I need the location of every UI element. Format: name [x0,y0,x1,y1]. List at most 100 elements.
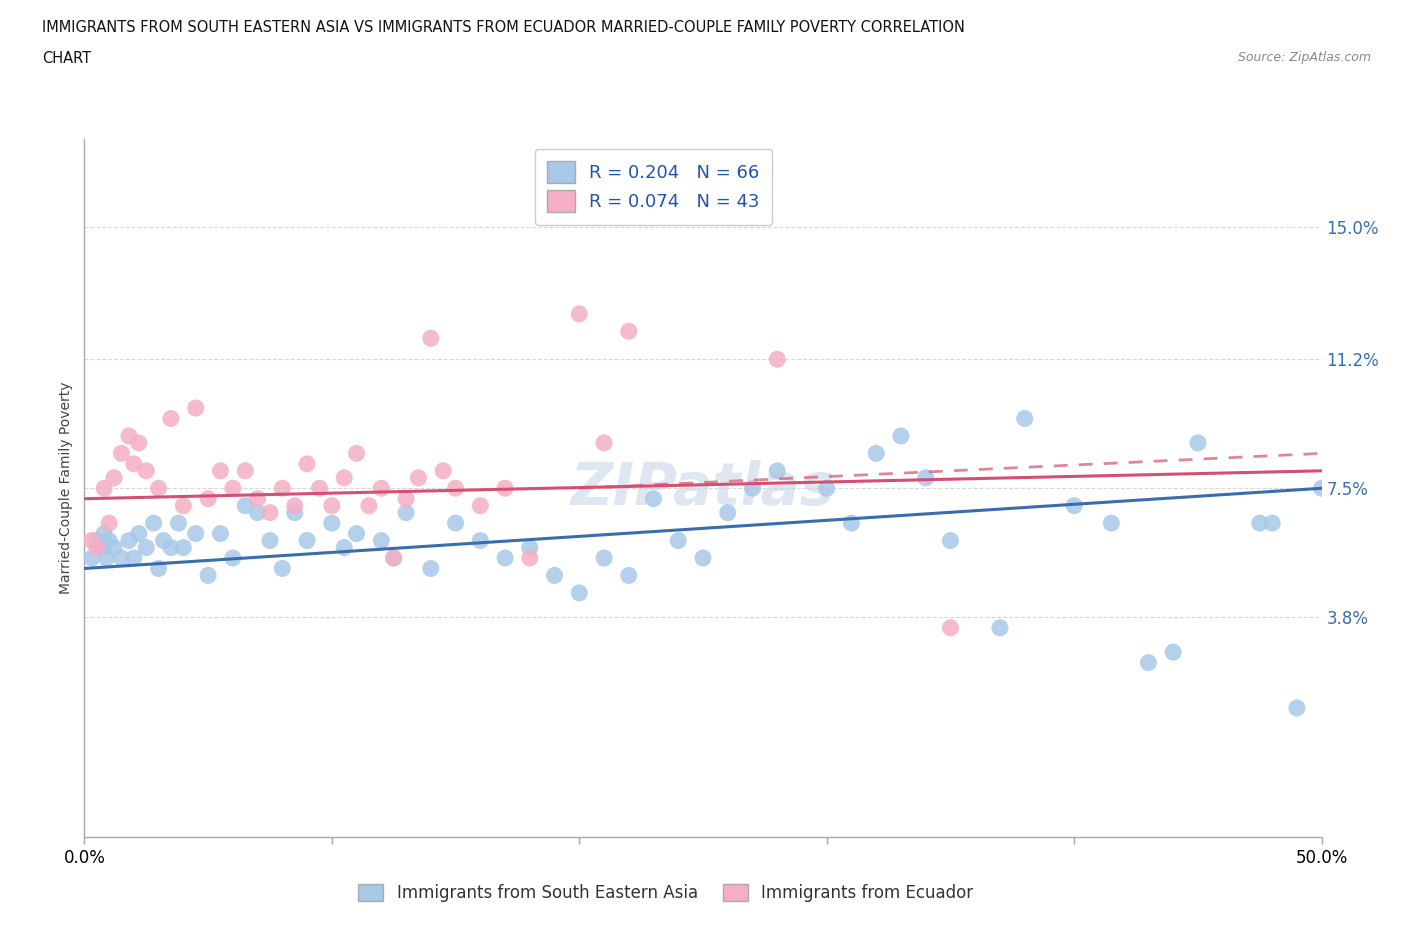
Point [152,533,174,548]
Point [184,526,207,541]
Point [543,568,565,583]
Point [148,481,170,496]
Point [432,463,454,478]
Point [197,491,219,506]
Point [419,561,441,576]
Point [1249,515,1271,530]
Point [617,568,640,583]
Point [167,515,190,530]
Point [617,324,640,339]
Point [333,540,356,555]
Point [80,551,103,565]
Point [122,551,145,565]
Point [233,498,256,513]
Point [346,445,368,460]
Point [593,551,616,565]
Text: CHART: CHART [42,51,91,66]
Point [160,540,183,555]
Point [284,505,307,520]
Point [988,620,1011,635]
Point [148,561,170,576]
Point [197,568,219,583]
Point [395,491,418,506]
Point [209,526,232,541]
Point [333,471,356,485]
Point [382,551,405,565]
Point [295,457,318,472]
Point [128,526,150,541]
Point [321,515,343,530]
Point [519,540,541,555]
Point [321,498,343,513]
Point [246,491,269,506]
Point [110,445,132,460]
Point [408,471,430,485]
Point [80,533,103,548]
Point [370,481,392,496]
Point [1099,515,1122,530]
Point [128,435,150,450]
Point [470,498,492,513]
Point [1285,700,1308,715]
Point [284,498,307,513]
Point [246,505,269,520]
Point [939,620,962,635]
Point [865,445,887,460]
Y-axis label: Married-Couple Family Poverty: Married-Couple Family Poverty [59,382,73,594]
Point [519,551,541,565]
Point [357,498,380,513]
Point [233,463,256,478]
Point [346,526,368,541]
Point [593,435,616,450]
Point [86,533,108,548]
Point [259,533,281,548]
Point [643,491,665,506]
Point [815,481,838,496]
Point [142,515,165,530]
Point [444,515,467,530]
Point [841,515,863,530]
Point [494,551,516,565]
Point [122,457,145,472]
Point [271,561,294,576]
Point [160,411,183,426]
Point [172,540,194,555]
Point [1014,411,1036,426]
Point [1310,481,1333,496]
Point [1187,435,1209,450]
Point [666,533,689,548]
Point [308,481,330,496]
Point [692,551,714,565]
Point [222,481,245,496]
Point [766,352,789,366]
Point [90,540,112,555]
Point [172,498,194,513]
Point [118,533,141,548]
Point [86,540,108,555]
Legend: Immigrants from South Eastern Asia, Immigrants from Ecuador: Immigrants from South Eastern Asia, Immi… [352,877,980,909]
Point [135,463,157,478]
Point [419,331,441,346]
Point [93,481,115,496]
Point [98,533,121,548]
Point [1161,644,1184,659]
Point [110,551,132,565]
Point [382,551,405,565]
Point [96,551,118,565]
Point [118,429,141,444]
Point [93,526,115,541]
Point [1137,655,1160,670]
Point [370,533,392,548]
Text: ZIPatlas: ZIPatlas [571,459,835,517]
Point [271,481,294,496]
Point [135,540,157,555]
Point [444,481,467,496]
Point [103,540,125,555]
Text: Source: ZipAtlas.com: Source: ZipAtlas.com [1237,51,1371,64]
Point [568,307,591,322]
Point [766,463,789,478]
Point [98,515,121,530]
Point [939,533,962,548]
Point [1063,498,1085,513]
Point [259,505,281,520]
